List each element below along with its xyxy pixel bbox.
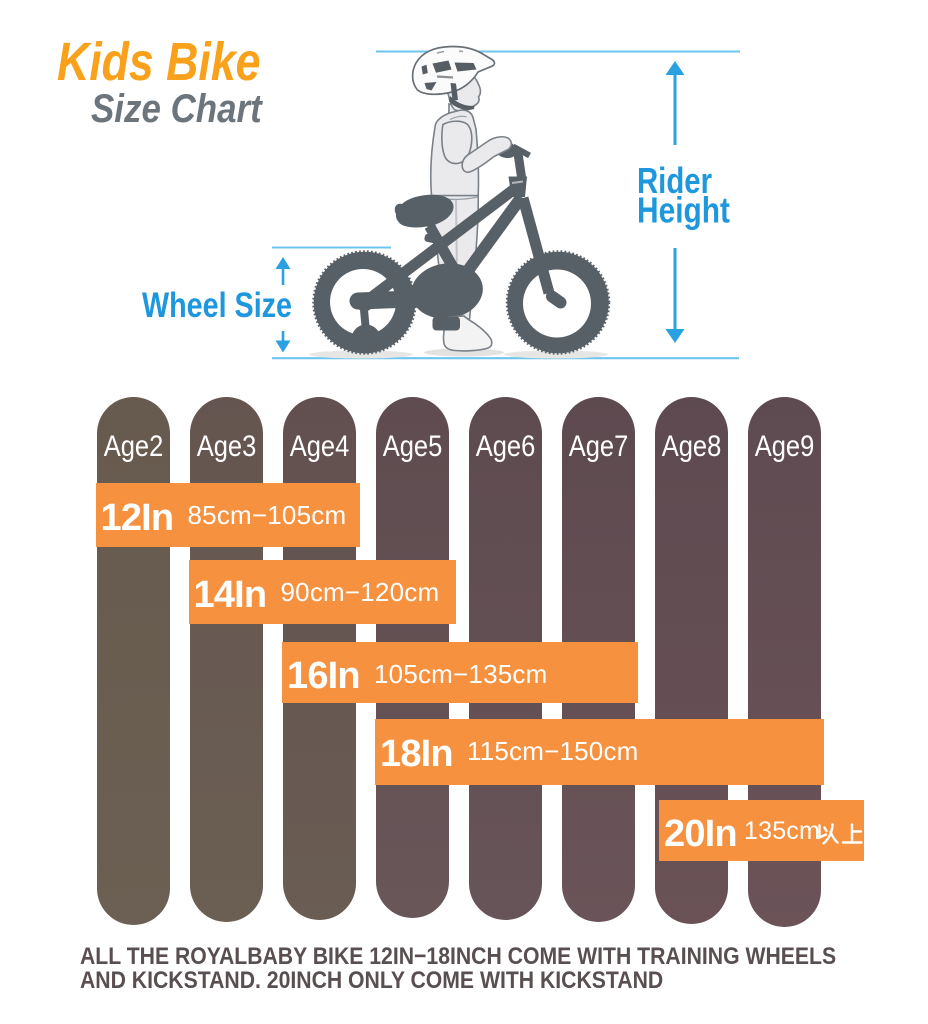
svg-text:Height: Height [637,190,730,231]
svg-text:Rider: Rider [637,160,712,201]
svg-text:Wheel Size: Wheel Size [142,286,292,325]
